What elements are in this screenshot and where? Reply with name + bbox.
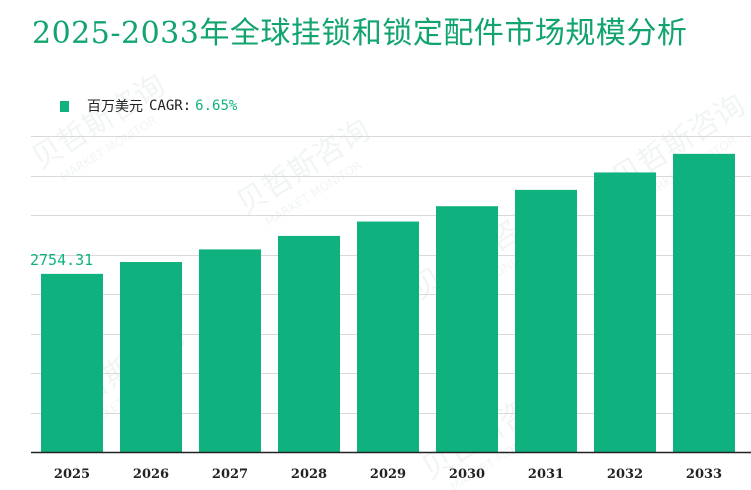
bar-2033 [673, 153, 735, 452]
x-tick-label: 2030 [449, 467, 485, 482]
x-tick-label: 2029 [370, 467, 406, 482]
bar-2025 [41, 273, 103, 452]
cagr-label: CAGR: [149, 98, 192, 114]
x-tick-label: 2027 [212, 467, 248, 482]
legend-unit-label: 百万美元 [87, 99, 143, 115]
x-tick-label: 2026 [133, 467, 169, 482]
bar-2026 [120, 262, 182, 452]
bar-2031 [515, 189, 577, 452]
x-tick-label: 2033 [686, 467, 722, 482]
x-tick-label: 2032 [607, 467, 643, 482]
bar-2030 [436, 206, 498, 452]
x-tick-labels: 2025 2026 2027 2028 2029 2030 2031 2032 2033 [54, 467, 722, 482]
bar-2028 [278, 235, 340, 452]
legend-swatch [60, 100, 69, 112]
bar-2032 [594, 172, 656, 452]
x-tick-label: 2028 [291, 467, 327, 482]
page-title: 2025-2033年全球挂锁和锁定配件市场规模分析 [32, 16, 688, 51]
data-label: 2754.31 [30, 251, 93, 269]
x-tick-label: 2025 [54, 467, 90, 482]
x-tick-label: 2031 [528, 467, 564, 482]
legend: 百万美元 CAGR: 6.65% [60, 96, 237, 116]
data-labels: 2754.31 [30, 251, 93, 269]
cagr-value: 6.65% [195, 98, 238, 114]
bar-2027 [199, 249, 261, 452]
bar-2029 [357, 221, 419, 452]
bars [41, 153, 735, 452]
